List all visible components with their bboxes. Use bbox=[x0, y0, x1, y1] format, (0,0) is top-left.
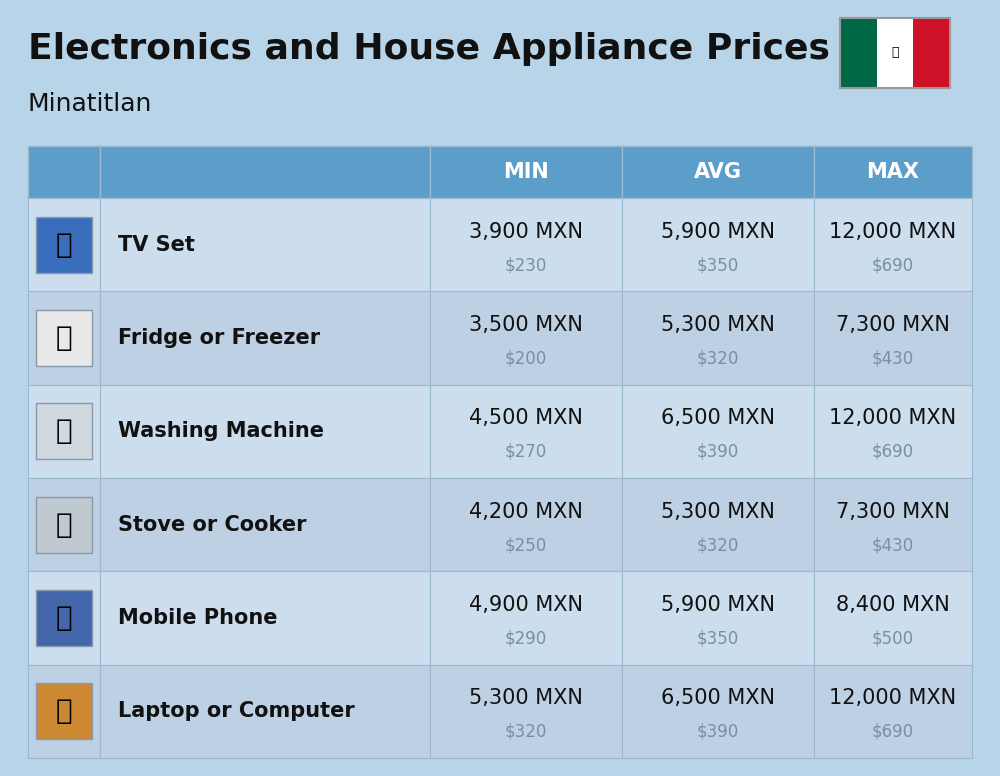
Bar bbox=[100, 665, 430, 758]
Bar bbox=[814, 385, 972, 478]
Text: 7,300 MXN: 7,300 MXN bbox=[836, 315, 950, 335]
Bar bbox=[877, 18, 913, 88]
Text: 12,000 MXN: 12,000 MXN bbox=[829, 222, 957, 241]
Bar bbox=[430, 198, 622, 291]
Bar bbox=[814, 478, 972, 571]
Text: Minatitlan: Minatitlan bbox=[28, 92, 152, 116]
Text: AVG: AVG bbox=[694, 162, 742, 182]
Bar bbox=[814, 198, 972, 291]
Bar bbox=[36, 404, 92, 459]
Bar bbox=[28, 291, 100, 385]
Bar bbox=[430, 665, 622, 758]
Text: MAX: MAX bbox=[866, 162, 920, 182]
Text: 12,000 MXN: 12,000 MXN bbox=[829, 408, 957, 428]
Bar bbox=[100, 198, 430, 291]
Text: 📺: 📺 bbox=[56, 230, 72, 258]
Text: 6,500 MXN: 6,500 MXN bbox=[661, 408, 775, 428]
Text: 4,200 MXN: 4,200 MXN bbox=[469, 501, 583, 521]
Bar bbox=[28, 385, 100, 478]
Text: 5,300 MXN: 5,300 MXN bbox=[469, 688, 583, 708]
Bar bbox=[622, 198, 814, 291]
Bar bbox=[430, 291, 622, 385]
Text: 🧊: 🧊 bbox=[56, 324, 72, 352]
Text: $200: $200 bbox=[505, 349, 547, 368]
Text: $320: $320 bbox=[697, 349, 739, 368]
Text: 12,000 MXN: 12,000 MXN bbox=[829, 688, 957, 708]
Text: $690: $690 bbox=[872, 256, 914, 274]
Bar bbox=[28, 198, 100, 291]
Bar bbox=[100, 385, 430, 478]
Bar bbox=[622, 291, 814, 385]
Bar bbox=[814, 665, 972, 758]
Bar bbox=[36, 684, 92, 740]
Bar bbox=[622, 385, 814, 478]
Text: 5,300 MXN: 5,300 MXN bbox=[661, 315, 775, 335]
Bar bbox=[100, 478, 430, 571]
Text: TV Set: TV Set bbox=[118, 234, 195, 255]
Bar bbox=[36, 310, 92, 366]
Text: $390: $390 bbox=[697, 723, 739, 741]
Text: $690: $690 bbox=[872, 723, 914, 741]
Bar bbox=[840, 18, 950, 88]
Bar bbox=[36, 497, 92, 553]
Bar bbox=[840, 18, 877, 88]
Text: $250: $250 bbox=[505, 536, 547, 554]
Bar bbox=[622, 478, 814, 571]
Bar bbox=[814, 571, 972, 665]
Bar bbox=[622, 146, 814, 198]
Bar bbox=[430, 571, 622, 665]
Text: 7,300 MXN: 7,300 MXN bbox=[836, 501, 950, 521]
Text: $430: $430 bbox=[872, 536, 914, 554]
Bar bbox=[100, 291, 430, 385]
Text: $290: $290 bbox=[505, 629, 547, 647]
Text: 5,900 MXN: 5,900 MXN bbox=[661, 222, 775, 241]
Text: Laptop or Computer: Laptop or Computer bbox=[118, 702, 355, 722]
Text: 🔥: 🔥 bbox=[56, 511, 72, 539]
Text: 🦅: 🦅 bbox=[891, 47, 899, 60]
Text: Electronics and House Appliance Prices: Electronics and House Appliance Prices bbox=[28, 32, 830, 66]
Text: Mobile Phone: Mobile Phone bbox=[118, 608, 278, 628]
Text: 3,900 MXN: 3,900 MXN bbox=[469, 222, 583, 241]
Text: MIN: MIN bbox=[503, 162, 549, 182]
Text: $690: $690 bbox=[872, 443, 914, 461]
Bar bbox=[430, 478, 622, 571]
Text: Washing Machine: Washing Machine bbox=[118, 421, 324, 442]
Bar bbox=[622, 665, 814, 758]
Text: $230: $230 bbox=[505, 256, 547, 274]
Bar bbox=[814, 291, 972, 385]
Bar bbox=[28, 665, 100, 758]
Text: $320: $320 bbox=[697, 536, 739, 554]
Text: 💻: 💻 bbox=[56, 698, 72, 726]
Text: $320: $320 bbox=[505, 723, 547, 741]
Text: 5,300 MXN: 5,300 MXN bbox=[661, 501, 775, 521]
Text: $350: $350 bbox=[697, 629, 739, 647]
Text: 5,900 MXN: 5,900 MXN bbox=[661, 595, 775, 615]
Bar bbox=[913, 18, 950, 88]
Text: 4,500 MXN: 4,500 MXN bbox=[469, 408, 583, 428]
Text: Fridge or Freezer: Fridge or Freezer bbox=[118, 328, 320, 348]
Text: 3,500 MXN: 3,500 MXN bbox=[469, 315, 583, 335]
Text: $350: $350 bbox=[697, 256, 739, 274]
Bar bbox=[430, 385, 622, 478]
Text: $430: $430 bbox=[872, 349, 914, 368]
Text: 📱: 📱 bbox=[56, 604, 72, 632]
Text: 🌀: 🌀 bbox=[56, 417, 72, 445]
Text: $500: $500 bbox=[872, 629, 914, 647]
Bar bbox=[28, 146, 100, 198]
Bar bbox=[814, 146, 972, 198]
Text: 8,400 MXN: 8,400 MXN bbox=[836, 595, 950, 615]
Text: $270: $270 bbox=[505, 443, 547, 461]
Bar bbox=[100, 146, 430, 198]
Bar bbox=[622, 571, 814, 665]
Text: 4,900 MXN: 4,900 MXN bbox=[469, 595, 583, 615]
Bar bbox=[36, 217, 92, 272]
Text: $390: $390 bbox=[697, 443, 739, 461]
Bar bbox=[28, 571, 100, 665]
Text: Stove or Cooker: Stove or Cooker bbox=[118, 514, 306, 535]
Bar bbox=[28, 478, 100, 571]
Bar bbox=[100, 571, 430, 665]
Bar bbox=[430, 146, 622, 198]
Text: 6,500 MXN: 6,500 MXN bbox=[661, 688, 775, 708]
Bar bbox=[36, 590, 92, 646]
